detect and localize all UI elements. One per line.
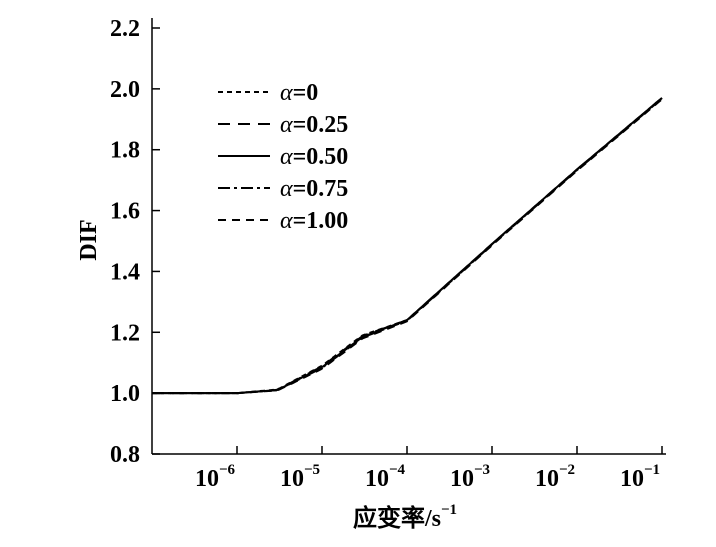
- legend-alpha-symbol: α: [280, 80, 293, 106]
- x-tick-base: 10: [280, 466, 304, 492]
- y-tick-label: 1.6: [110, 199, 140, 225]
- x-axis-title: 应变率/s−1: [353, 502, 457, 532]
- x-tick-exponent: −6: [219, 462, 236, 478]
- y-tick-label: 1.4: [110, 259, 140, 285]
- x-tick-base: 10: [195, 466, 219, 492]
- legend-label-2: α=0.50: [280, 144, 348, 170]
- legend-value: =0.25: [293, 112, 349, 138]
- legend-alpha-symbol: α: [280, 112, 293, 138]
- x-tick-label: 10−3: [450, 462, 490, 492]
- series-layer: [152, 97, 663, 395]
- series-line-0: [152, 97, 663, 395]
- x-tick-base: 10: [535, 466, 559, 492]
- x-tick-exponent: −1: [644, 462, 660, 478]
- x-tick-base: 10: [450, 466, 474, 492]
- y-tick-label: 1.0: [110, 381, 140, 407]
- y-tick-label: 1.2: [110, 320, 140, 346]
- x-tick-label: 10−1: [620, 462, 660, 492]
- legend-value: =0: [293, 80, 319, 106]
- x-tick-base: 10: [365, 466, 389, 492]
- series-line-1: [152, 97, 663, 395]
- x-tick-exponent: −4: [389, 462, 406, 478]
- legend-label-4: α=1.00: [280, 208, 348, 234]
- y-axis-ticks: 0.8 1.0 1.2 1.4 1.6 1.8 2.0 2.2: [110, 16, 160, 468]
- legend: α=0α=0.25α=0.50α=0.75α=1.00: [218, 80, 348, 234]
- legend-label-1: α=0.25: [280, 112, 348, 138]
- x-axis-title-exponent: −1: [441, 502, 457, 518]
- legend-value: =0.75: [293, 176, 349, 202]
- x-axis-title-text: 应变率/s: [353, 504, 441, 532]
- y-tick-label: 0.8: [110, 442, 140, 468]
- y-tick-label: 2.2: [110, 16, 140, 42]
- axes: [151, 18, 666, 455]
- x-tick-exponent: −2: [559, 462, 575, 478]
- y-axis-title: DIF: [76, 219, 102, 260]
- x-tick-label: 10−2: [535, 462, 575, 492]
- legend-alpha-symbol: α: [280, 208, 293, 234]
- x-tick-label: 10−4: [365, 462, 406, 492]
- x-tick-label: 10−5: [280, 462, 320, 492]
- y-tick-label: 2.0: [110, 77, 140, 103]
- series-line-4: [152, 98, 663, 395]
- legend-label-3: α=0.75: [280, 176, 348, 202]
- series-line-3: [152, 97, 663, 395]
- legend-value: =0.50: [293, 144, 349, 170]
- x-tick-base: 10: [620, 466, 644, 492]
- legend-alpha-symbol: α: [280, 176, 293, 202]
- series-line-2: [152, 97, 663, 395]
- x-tick-exponent: −5: [304, 462, 320, 478]
- legend-alpha-symbol: α: [280, 144, 293, 170]
- y-tick-label: 1.8: [110, 138, 140, 164]
- x-tick-label: 10−6: [195, 462, 236, 492]
- x-axis-ticks: 10−6 10−5 10−4 10−3 10−2 10−1: [195, 446, 663, 492]
- legend-value: =1.00: [293, 208, 349, 234]
- legend-label-0: α=0: [280, 80, 318, 106]
- x-tick-exponent: −3: [474, 462, 490, 478]
